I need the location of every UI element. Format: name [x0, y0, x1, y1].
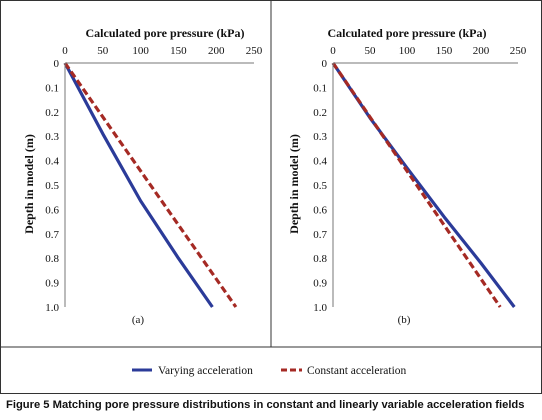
- y-tick-label: 0.9: [313, 278, 327, 290]
- x-axis-title: Calculated pore pressure (kPa): [86, 26, 245, 40]
- legend-label-varying: Varying acceleration: [158, 365, 253, 377]
- y-tick-label: 0.2: [45, 107, 59, 119]
- y-tick-label: 0.4: [45, 156, 59, 168]
- y-tick-label: 0.3: [313, 131, 327, 143]
- series-line-varying-acceleration: [331, 62, 516, 308]
- y-axis-title: Depth in model (m): [287, 134, 301, 234]
- y-tick-label: 1.0: [45, 302, 59, 314]
- chart-panel-b: Calculated pore pressure (kPa) Depth in …: [287, 26, 527, 326]
- y-tick-label: 0.8: [313, 253, 327, 265]
- x-tick-label: 50: [97, 45, 109, 57]
- y-tick-label: 0: [54, 58, 60, 70]
- chart-panel-a: Calculated pore pressure (kPa) Depth in …: [22, 26, 263, 326]
- x-tick-label: 0: [62, 45, 68, 57]
- x-tick-label: 250: [246, 45, 263, 57]
- x-tick-label: 200: [473, 45, 490, 57]
- x-tick-label: 150: [170, 45, 187, 57]
- y-tick-label: 0.9: [45, 278, 59, 290]
- x-tick-label: 150: [436, 45, 453, 57]
- y-axis-title: Depth in model (m): [22, 134, 36, 234]
- y-tick-label: 0.5: [45, 180, 59, 192]
- x-tick-label: 50: [365, 45, 377, 57]
- x-tick-label: 100: [132, 45, 149, 57]
- y-tick-label: 0.3: [45, 131, 59, 143]
- y-tick-label: 0.8: [45, 253, 59, 265]
- x-tick-label: 100: [399, 45, 416, 57]
- y-tick-label: 0.4: [313, 156, 327, 168]
- x-axis-title: Calculated pore pressure (kPa): [328, 26, 487, 40]
- y-tick-label: 0.7: [45, 229, 59, 241]
- y-tick-label: 0.6: [313, 204, 327, 216]
- legend-item-varying: Varying acceleration: [132, 365, 253, 377]
- y-tick-label: 0.2: [313, 107, 327, 119]
- x-tick-label: 250: [510, 45, 527, 57]
- series-line-constant-acceleration: [331, 62, 502, 308]
- caption-label: Figure 5: [6, 399, 50, 411]
- x-tick-label: 200: [208, 45, 225, 57]
- legend-label-constant: Constant acceleration: [307, 365, 407, 377]
- figure-caption: Figure 5 Matching pore pressure distribu…: [6, 399, 540, 411]
- y-tick-label: 1.0: [313, 302, 327, 314]
- y-tick-label: 0.5: [313, 180, 327, 192]
- y-tick-label: 0: [322, 58, 328, 70]
- x-tick-label: 0: [330, 45, 336, 57]
- legend: Varying acceleration Constant accelerati…: [132, 365, 407, 377]
- caption-text: Matching pore pressure distributions in …: [52, 399, 525, 411]
- y-tick-label: 0.6: [45, 204, 59, 216]
- panel-label: (a): [132, 314, 145, 326]
- series-line-constant-acceleration: [63, 62, 238, 308]
- y-tick-label: 0.1: [313, 82, 327, 94]
- legend-item-constant: Constant acceleration: [281, 365, 407, 377]
- panel-label: (b): [398, 314, 411, 326]
- y-tick-label: 0.7: [313, 229, 327, 241]
- y-tick-label: 0.1: [45, 82, 59, 94]
- series-line-varying-acceleration: [63, 62, 214, 308]
